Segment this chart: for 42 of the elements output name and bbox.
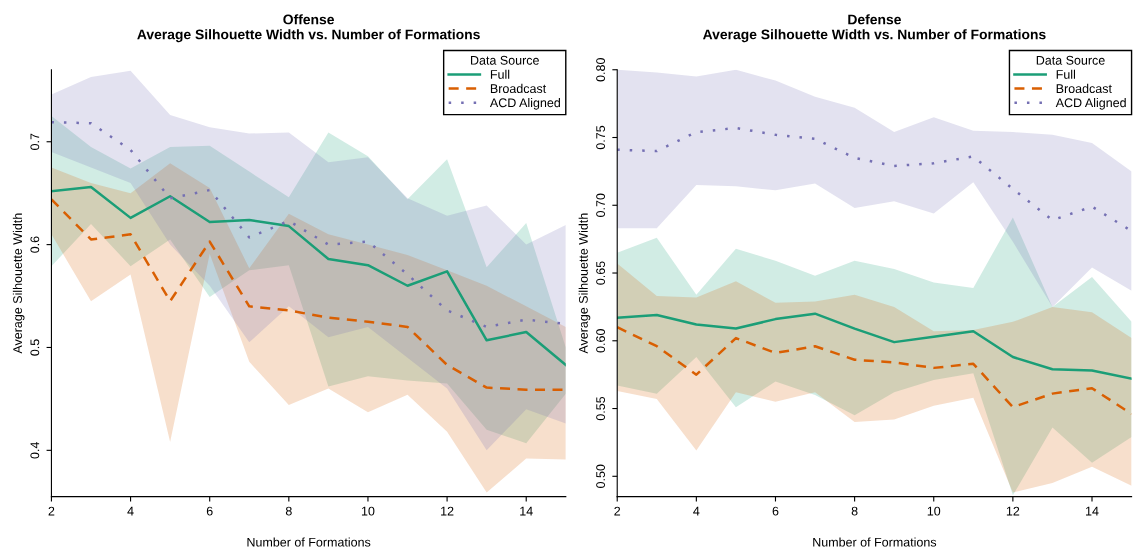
line-series	[617, 312, 1132, 380]
x-tick-label: 10	[361, 506, 375, 516]
y-axis-title: Average Silhouette Width	[578, 213, 591, 354]
x-tick-label: 12	[441, 506, 454, 516]
legend-label: Broadcast	[490, 83, 547, 94]
y-tick-label: 0.60	[596, 329, 606, 353]
line-series	[51, 198, 566, 391]
chart-title: Offense Average Silhouette Width vs. Number of Formations	[137, 14, 480, 43]
y-tick-label: 0.55	[596, 396, 606, 421]
x-axis-title: Number of Formations	[247, 537, 371, 547]
y-tick-label: 0.7	[30, 133, 40, 150]
y-tick-label: 0.75	[596, 125, 606, 150]
y-tick-label: 0.65	[596, 261, 606, 285]
y-axis-title: Average Silhouette Width	[12, 213, 25, 354]
x-axis-title: Number of Formations	[813, 537, 937, 547]
y-tick-label: 0.4	[30, 442, 40, 459]
chart-title: Defense Average Silhouette Width vs. Number of Formations	[702, 14, 1046, 43]
x-tick-label: 8	[851, 506, 858, 516]
x-tick-label: 8	[285, 506, 292, 516]
legend-label: Full	[1056, 69, 1075, 79]
legend-label: ACD Aligned	[489, 98, 560, 110]
legend-title: Data Source	[471, 55, 539, 65]
legend-title: Data Source	[1036, 55, 1105, 65]
y-tick-label: 0.50	[596, 464, 606, 488]
x-tick-label: 10	[927, 506, 941, 516]
y-tick-label: 0.70	[596, 193, 606, 217]
x-tick-label: 14	[1086, 506, 1099, 516]
legend-label: Broadcast	[1056, 83, 1112, 94]
y-tick-label: 0.80	[596, 58, 606, 82]
legend-label: Full	[490, 69, 510, 79]
x-tick-label: 2	[48, 506, 55, 516]
x-tick-label: 4	[127, 506, 134, 516]
legend-label: ACD Aligned	[1055, 98, 1126, 110]
x-tick-label: 14	[520, 506, 533, 516]
x-tick-label: 6	[772, 506, 779, 516]
x-tick-label: 2	[614, 506, 621, 516]
line-series	[51, 185, 566, 367]
y-tick-label: 0.5	[30, 339, 40, 356]
y-tick-label: 0.6	[30, 236, 40, 253]
x-tick-label: 12	[1006, 506, 1020, 516]
x-tick-label: 6	[206, 506, 213, 516]
x-tick-label: 4	[693, 506, 700, 516]
